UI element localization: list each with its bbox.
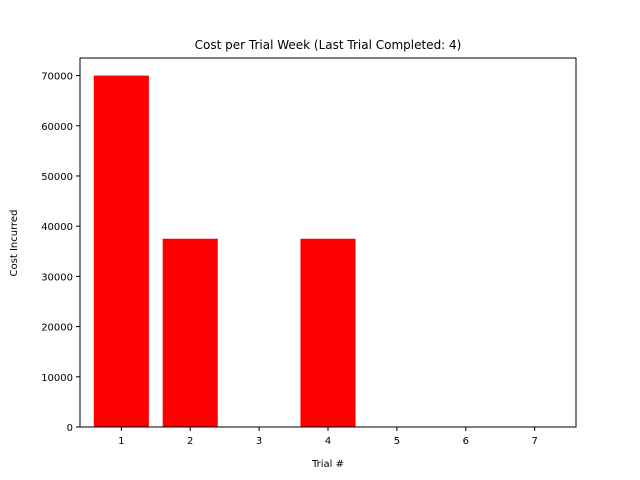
x-tick-label-7: 7 [531,436,537,447]
x-tick-label-4: 4 [325,436,331,447]
y-tick-label-0: 0 [67,423,73,434]
bar-trial-2 [162,238,218,427]
y-tick-label-50000: 50000 [41,172,73,183]
y-tick-label-60000: 60000 [41,122,73,133]
x-tick-label-3: 3 [256,436,262,447]
y-tick-label-70000: 70000 [41,72,73,83]
y-tick-label-10000: 10000 [41,373,73,384]
x-tick-label-2: 2 [187,436,193,447]
bar-trial-4 [300,238,356,427]
chart-title: Cost per Trial Week (Last Trial Complete… [195,38,462,52]
y-tick-label-20000: 20000 [41,323,73,334]
bar-trial-1 [93,75,149,428]
y-tick-label-30000: 30000 [41,272,73,283]
y-axis-label: Cost Incurred [9,210,20,277]
x-tick-label-6: 6 [463,436,469,447]
x-axis-label: Trial # [311,459,344,470]
x-tick-label-1: 1 [118,436,124,447]
plot-area: 1 2 3 4 5 6 7 0 10000 20000 30000 40000 50000 60000 70… [41,57,577,447]
x-tick-label-5: 5 [394,436,400,447]
y-tick-label-40000: 40000 [41,222,73,233]
